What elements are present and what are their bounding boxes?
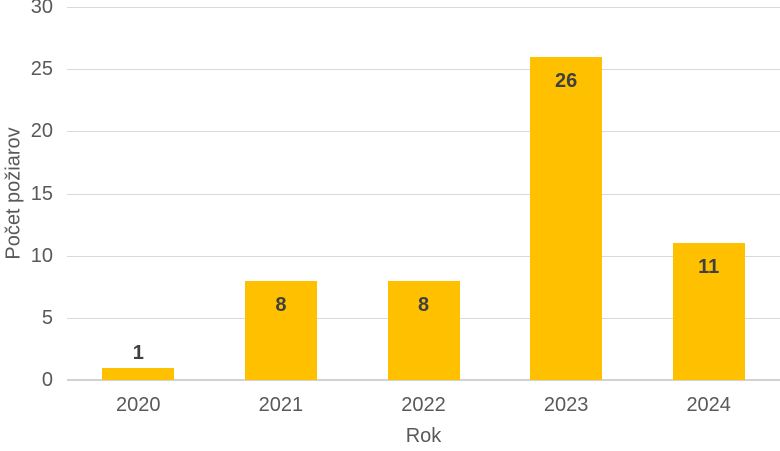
- bar-value-label: 8: [275, 293, 287, 316]
- y-tick-label: 5: [41, 306, 53, 329]
- bar-value-label: 1: [132, 341, 144, 364]
- bar-value-label: 11: [698, 256, 720, 279]
- x-tick-label-2024: 2024: [686, 394, 731, 416]
- x-axis-line: [67, 379, 780, 381]
- x-tick-label-2021: 2021: [258, 394, 304, 416]
- gridline-y-25: [67, 69, 780, 71]
- x-tick-label-2023: 2023: [543, 394, 589, 416]
- gridline-y-10: [67, 255, 780, 257]
- y-tick-label: 0: [41, 369, 53, 391]
- x-tick-label-2022: 2022: [401, 394, 446, 416]
- x-tick-label-2020: 2020: [116, 394, 161, 416]
- bar-2020: [102, 367, 175, 380]
- gridline-y-15: [67, 193, 780, 195]
- bar-2022: [387, 280, 460, 380]
- bar-value-label: 8: [417, 293, 430, 316]
- x-axis-title: Rok: [405, 425, 442, 447]
- bar-2024: [672, 243, 745, 380]
- y-tick-label: 15: [30, 182, 53, 205]
- y-tick-label: 25: [30, 58, 53, 81]
- bar-2021: [244, 280, 317, 380]
- gridline-y-30: [67, 7, 780, 8]
- y-tick-label: 30: [30, 0, 53, 18]
- gridline-y-20: [67, 131, 780, 133]
- y-tick-label: 20: [30, 120, 53, 143]
- bar-value-label: 26: [554, 69, 578, 92]
- y-tick-label: 10: [30, 244, 53, 267]
- bar-2023: [530, 56, 603, 380]
